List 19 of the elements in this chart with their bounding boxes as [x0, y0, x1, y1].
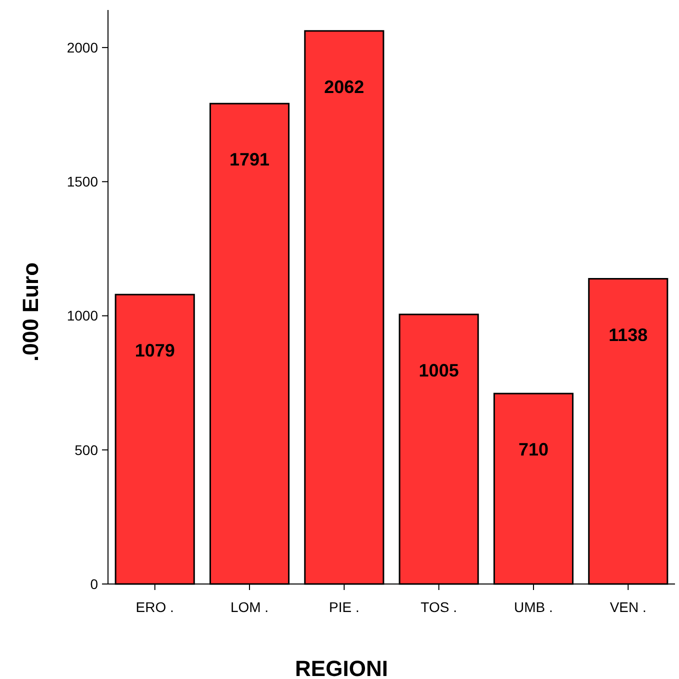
- data-label: 1138: [608, 324, 648, 345]
- y-tick-label: 2000: [66, 39, 98, 56]
- y-tick-label: 0: [90, 576, 98, 592]
- x-tick-label: LOM .: [230, 599, 269, 615]
- x-tick-label: VEN .: [610, 599, 646, 615]
- y-tick-label: 500: [74, 442, 98, 458]
- x-tick-label: PIE .: [328, 599, 360, 615]
- data-label: 2062: [324, 76, 364, 97]
- data-label: 1079: [134, 340, 175, 361]
- x-tick-label: UMB .: [514, 599, 553, 615]
- data-label: 710: [518, 440, 549, 460]
- y-tick-label: 1500: [66, 174, 98, 190]
- x-tick-label: TOS .: [420, 599, 457, 615]
- data-label: 1791: [229, 150, 270, 170]
- y-tick-label: 1000: [66, 308, 98, 324]
- y-axis-title: .000 Euro: [18, 262, 43, 362]
- x-tick-label: ERO .: [136, 599, 174, 615]
- data-label: 1005: [418, 360, 459, 380]
- x-axis-title: REGIONI: [295, 656, 388, 679]
